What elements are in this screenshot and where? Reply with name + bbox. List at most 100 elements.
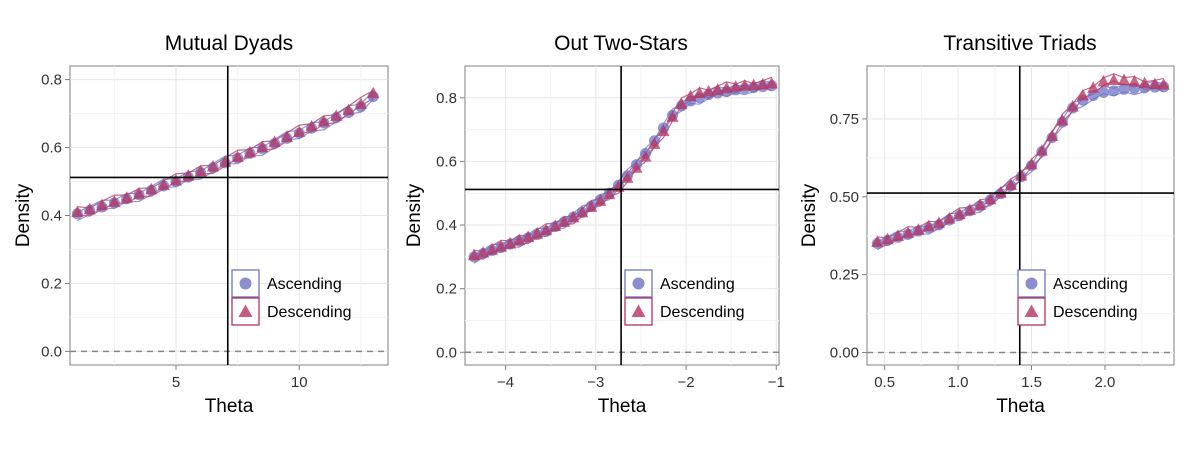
descending-point bbox=[693, 86, 706, 98]
y-tick-label: 0.8 bbox=[41, 72, 62, 89]
descending-point bbox=[720, 81, 733, 94]
descending-point bbox=[83, 202, 96, 215]
data-layer bbox=[465, 66, 779, 365]
y-tick-label: 0.50 bbox=[830, 189, 859, 206]
descending-point bbox=[256, 140, 269, 153]
descending-point bbox=[1004, 178, 1018, 190]
descending-point bbox=[1097, 74, 1110, 87]
x-axis-label: Theta bbox=[598, 396, 647, 417]
descending-point bbox=[648, 137, 661, 149]
descending-point bbox=[902, 226, 915, 238]
x-axis-label: Theta bbox=[996, 396, 1045, 417]
data-layer bbox=[70, 66, 388, 365]
panel-1: 0.0 0.2 0.4 0.6 0.8 −4 −3 −2 −1 Out Two-Stars Thet… bbox=[404, 32, 785, 417]
descending-point bbox=[1138, 76, 1151, 89]
ascending-point bbox=[1087, 90, 1099, 102]
legend-ascending-marker bbox=[239, 277, 252, 290]
legend-descending-marker bbox=[238, 304, 253, 317]
descending-point bbox=[540, 223, 553, 236]
legend-descending-label: Descending bbox=[267, 304, 352, 321]
descending-point bbox=[603, 187, 616, 200]
y-axis-label: Density bbox=[799, 183, 820, 247]
y-tick-label: 0.2 bbox=[436, 281, 457, 298]
descending-point bbox=[531, 227, 544, 239]
ascending-point bbox=[1108, 85, 1120, 97]
y-tick-label: 0.75 bbox=[830, 111, 859, 128]
y-tick-label: 0.2 bbox=[41, 275, 62, 292]
descending-point bbox=[994, 186, 1007, 198]
descending-point bbox=[1046, 129, 1059, 142]
x-tick-label: −2 bbox=[678, 374, 695, 391]
descending-point bbox=[765, 76, 778, 89]
descending-point bbox=[974, 198, 987, 210]
descending-point bbox=[342, 103, 355, 116]
y-tick-label: 0.25 bbox=[830, 267, 859, 284]
legend: Ascending Descending bbox=[1017, 269, 1138, 326]
x-axis-label: Theta bbox=[205, 396, 254, 417]
legend: Ascending Descending bbox=[624, 269, 745, 326]
y-axis-label: Density bbox=[404, 183, 425, 247]
descending-point bbox=[922, 219, 935, 232]
descending-point bbox=[268, 135, 281, 148]
descending-point bbox=[486, 243, 499, 255]
descending-point bbox=[1015, 169, 1028, 181]
descending-point bbox=[1087, 81, 1100, 93]
descending-point bbox=[657, 124, 670, 137]
descending-point bbox=[1056, 113, 1069, 126]
descending-point bbox=[231, 150, 244, 163]
legend-descending-label: Descending bbox=[1053, 304, 1138, 321]
panel-0: 0.0 0.2 0.4 0.6 0.8 5 10 Mutual Dyads Theta Densi… bbox=[13, 32, 389, 417]
descending-point bbox=[1066, 99, 1079, 112]
descending-point bbox=[317, 114, 330, 127]
chart-title: Out Two-Stars bbox=[554, 32, 688, 55]
legend-ascending-marker bbox=[1025, 277, 1038, 290]
descending-point bbox=[963, 203, 976, 215]
descending-point bbox=[594, 194, 607, 206]
chart-title: Transitive Triads bbox=[943, 32, 1096, 55]
chart-title: Mutual Dyads bbox=[165, 32, 293, 55]
legend-descending-label: Descending bbox=[660, 304, 745, 321]
descending-point bbox=[943, 212, 956, 224]
descending-point bbox=[194, 164, 207, 177]
descending-point bbox=[495, 240, 508, 252]
descending-point bbox=[567, 210, 580, 223]
descending-point bbox=[280, 130, 293, 142]
descending-point bbox=[330, 109, 343, 121]
x-tick-label: 2.0 bbox=[1095, 374, 1116, 391]
descending-point bbox=[169, 173, 183, 186]
descending-point bbox=[354, 97, 367, 110]
legend: Ascending Descending bbox=[231, 269, 352, 326]
descending-point bbox=[675, 97, 688, 110]
descending-point bbox=[108, 195, 121, 207]
legend-ascending-label: Ascending bbox=[660, 276, 735, 293]
descending-point bbox=[747, 78, 760, 91]
descending-point bbox=[549, 219, 562, 231]
descending-point bbox=[932, 216, 946, 228]
legend-ascending-label: Ascending bbox=[267, 276, 342, 293]
descending-point bbox=[206, 159, 220, 172]
x-tick-label: 1.5 bbox=[1021, 374, 1042, 391]
panel-2: 0.00 0.25 0.50 0.75 0.5 1.0 1.5 2.0 Transitive T… bbox=[799, 32, 1175, 417]
descending-point bbox=[585, 200, 598, 212]
legend-key-descending bbox=[231, 297, 260, 326]
legend-descending-marker bbox=[1024, 304, 1039, 317]
descending-point bbox=[467, 248, 481, 261]
descending-point bbox=[729, 80, 742, 92]
y-tick-label: 0.0 bbox=[41, 343, 62, 360]
descending-point bbox=[95, 198, 109, 211]
y-tick-label: 0.6 bbox=[436, 153, 457, 170]
y-tick-label: 0.6 bbox=[41, 140, 62, 157]
descending-point bbox=[684, 89, 697, 102]
x-tick-label: −3 bbox=[587, 374, 604, 391]
y-tick-label: 0.4 bbox=[436, 217, 457, 234]
descending-point bbox=[702, 84, 715, 97]
x-tick-label: −4 bbox=[497, 374, 514, 391]
legend-descending-marker bbox=[631, 304, 646, 317]
x-tick-label: 1.0 bbox=[948, 374, 969, 391]
descending-point bbox=[756, 77, 769, 90]
descending-point bbox=[912, 223, 925, 235]
descending-point bbox=[522, 230, 535, 243]
descending-point bbox=[639, 150, 652, 162]
